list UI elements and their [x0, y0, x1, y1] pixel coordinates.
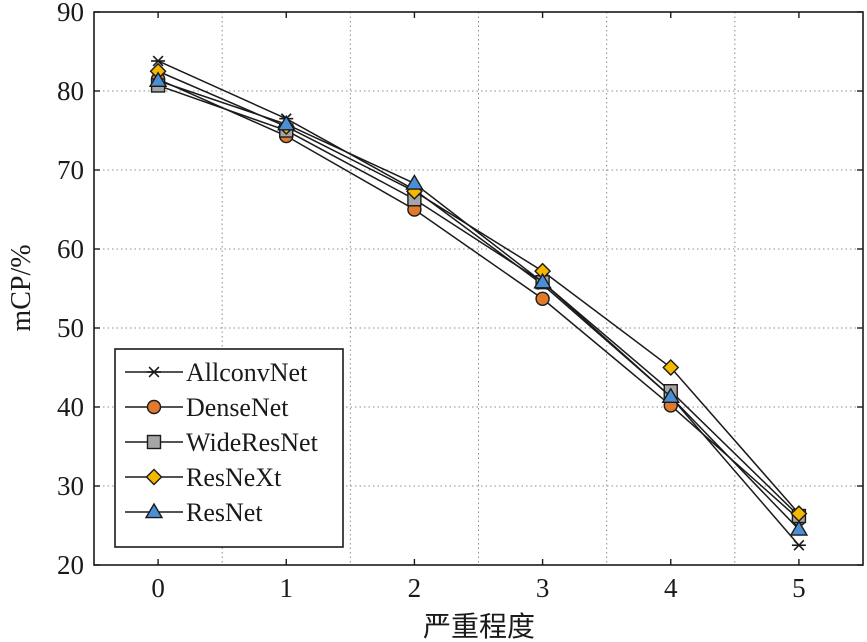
legend-marker-resnet: [144, 502, 164, 519]
data-point-resnet: [277, 114, 296, 131]
y-axis-title: mCP/%: [6, 244, 37, 331]
data-point-resnet: [148, 71, 168, 88]
series-line-resnet: [157, 80, 800, 530]
legend: AllconvNet DenseNet WideResNet ResNeXt ResNe…: [114, 348, 344, 548]
plot-frame: [93, 11, 864, 566]
legend-item-resnet: ResNet: [125, 498, 263, 527]
legend-items: AllconvNet DenseNet WideResNet ResNeXt ResNe…: [125, 358, 319, 527]
data-point-resnet: [533, 272, 552, 289]
series-line-allconvnet: [157, 60, 800, 546]
legend-item-allconvnet: AllconvNet: [125, 358, 308, 387]
y-tick-label: 30: [57, 471, 84, 501]
legend-item-wideresnet: WideResNet: [125, 428, 319, 457]
y-tick-label: 80: [57, 76, 84, 106]
series-line-densenet: [157, 78, 800, 520]
y-tick-label: 70: [57, 155, 84, 185]
data-point-allconvnet: [791, 539, 806, 551]
legend-marker-resnext: [145, 468, 163, 486]
x-axis-title: 严重程度: [423, 611, 535, 642]
legend-item-resnext: ResNeXt: [125, 463, 282, 492]
legend-label: ResNet: [186, 498, 263, 527]
legend-label: AllconvNet: [186, 358, 308, 387]
legend-marker-densenet: [146, 399, 162, 415]
series-layer: [148, 55, 809, 551]
data-point-resnet: [661, 387, 680, 404]
data-point-resnet: [405, 174, 424, 190]
legend-marker-allconvnet: [147, 366, 161, 378]
y-tick-label: 40: [57, 392, 84, 422]
x-tick-label: 0: [151, 573, 165, 603]
data-point-resnet: [789, 520, 809, 536]
data-point-resnext: [662, 359, 680, 376]
legend-label: WideResNet: [186, 428, 319, 457]
y-tick-label: 60: [57, 234, 84, 264]
y-tick-label: 90: [57, 0, 84, 27]
axis-layer: 20 30 40 50 60 70 80 90 0 1 2 3 4 5: [57, 0, 864, 603]
y-tick-label: 20: [57, 550, 84, 580]
x-tick-label: 5: [792, 573, 806, 603]
legend-label: ResNeXt: [186, 463, 282, 492]
series-line-wideresnet: [157, 84, 800, 517]
x-tick-label: 1: [280, 573, 294, 603]
x-tick-label: 2: [408, 573, 422, 603]
data-point-densenet: [535, 291, 550, 306]
x-tick-label: 4: [664, 573, 678, 603]
legend-item-densenet: DenseNet: [125, 393, 289, 422]
y-tick-label: 50: [57, 313, 84, 343]
legend-label: DenseNet: [186, 393, 289, 422]
data-point-allconvnet: [151, 55, 166, 67]
legend-marker-wideresnet: [146, 434, 162, 450]
series-resnet: [148, 71, 809, 536]
x-tick-label: 3: [536, 573, 550, 603]
